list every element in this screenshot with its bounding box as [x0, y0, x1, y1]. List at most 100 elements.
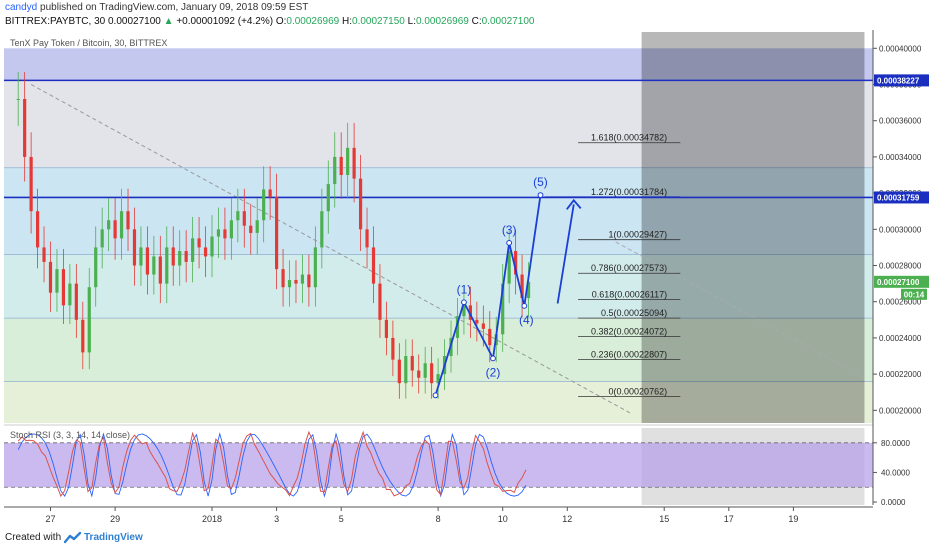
candle	[268, 189, 272, 197]
candle	[100, 229, 104, 248]
fib-label-8: 0(0.00020762)	[609, 387, 668, 397]
y-tick-label-10: 0.00020000	[879, 406, 922, 415]
candle	[281, 269, 285, 288]
candle	[74, 283, 78, 320]
candle	[365, 229, 369, 248]
candle	[152, 256, 156, 275]
candle	[378, 283, 382, 320]
x-tick-label-2: 2018	[202, 514, 222, 524]
countdown-bg	[901, 288, 927, 300]
publish-line: candyd published on TradingView.com, Jan…	[5, 2, 308, 13]
fib-label-4: 0.618(0.00026117)	[592, 290, 667, 300]
price-marker-bg-2	[874, 275, 929, 288]
fib-label-5: 0.5(0.00025094)	[601, 308, 667, 318]
candle	[501, 283, 505, 335]
candle	[404, 356, 408, 384]
change-value: +0.00001092 (+4.2%)	[176, 16, 274, 27]
candle	[391, 337, 395, 360]
fib-label-1: 1.272(0.00031784)	[591, 187, 667, 197]
tradingview-logo-icon	[64, 531, 82, 544]
wave-label-2: (2)	[486, 365, 501, 379]
trend-line	[30, 84, 633, 415]
candle	[520, 274, 524, 299]
candle	[126, 211, 130, 230]
y-tick-label-9: 0.00022000	[879, 370, 922, 379]
candle	[455, 316, 460, 338]
candle	[287, 279, 292, 288]
candle	[488, 328, 492, 346]
candle	[358, 178, 363, 230]
candle	[55, 269, 59, 293]
candle	[113, 220, 117, 239]
candle	[23, 98, 27, 157]
fib-label-7: 0.236(0.00022807)	[591, 350, 667, 360]
wave-point-4	[521, 302, 528, 309]
x-tick-label-5: 8	[436, 514, 441, 524]
candle	[48, 261, 53, 293]
candle	[320, 211, 324, 248]
fib-label-6: 0.382(0.00024072)	[591, 327, 667, 337]
created-with-label: Created with	[5, 532, 62, 543]
candle	[223, 229, 227, 239]
y-tick-label-2: 0.00036000	[879, 117, 922, 126]
x-tick-label-7: 12	[562, 514, 572, 524]
candle	[132, 229, 137, 266]
candle	[313, 247, 317, 288]
candle	[119, 211, 124, 239]
x-tick-label-8: 15	[659, 514, 669, 524]
y-tick-label-6: 0.00028000	[879, 262, 922, 271]
fib-label-2: 1(0.00029427)	[609, 230, 668, 240]
candle	[423, 363, 427, 378]
low-value: 0.00026969	[416, 16, 469, 27]
candle	[275, 196, 279, 270]
y-tick-label-8: 0.00024000	[879, 334, 922, 343]
candle	[107, 220, 111, 230]
candle	[242, 211, 246, 226]
footer: Created with TradingView	[0, 528, 932, 550]
author-link[interactable]: candyd	[5, 2, 38, 13]
publish-info: published on TradingView.com, January 09…	[40, 2, 309, 13]
x-tick-label-6: 10	[498, 514, 508, 524]
candle	[333, 156, 337, 185]
candle	[35, 211, 40, 248]
open-value: 0.00026969	[286, 16, 340, 27]
candle	[16, 98, 20, 100]
symbol-label: BITTREX:PAYBTC, 30	[5, 16, 106, 27]
candle	[410, 356, 414, 371]
close-value: 0.00027100	[481, 16, 535, 27]
y-tick-label-3: 0.00034000	[879, 153, 922, 162]
x-tick-label-9: 17	[724, 514, 734, 524]
candle	[307, 274, 311, 288]
rsi-tick-label-2: 0.0000	[881, 498, 906, 507]
fib-label-3: 0.786(0.00027573)	[591, 263, 667, 273]
candle	[417, 370, 421, 378]
price-marker-2: 0.00027100	[877, 278, 920, 287]
rsi-band	[4, 442, 873, 488]
candle	[249, 225, 253, 233]
wave-label-5: (5)	[533, 175, 548, 189]
candle	[436, 374, 440, 384]
y-tick-label-5: 0.00030000	[879, 225, 922, 234]
candle	[197, 238, 201, 248]
candle	[203, 247, 208, 257]
candle	[145, 247, 149, 275]
price-marker-1: 0.00031759	[877, 193, 920, 202]
candle	[397, 359, 401, 384]
elliott-wave	[434, 194, 542, 396]
tradingview-brand-link[interactable]: TradingView	[84, 532, 143, 543]
candle	[326, 184, 330, 212]
trend-line-future	[615, 241, 865, 379]
wave-point-2	[490, 355, 496, 362]
wave-label-4: (4)	[519, 313, 534, 327]
candle	[42, 247, 46, 262]
candle	[61, 269, 66, 306]
price-chart[interactable]: 1.618(0.00034782) 1.272(0.00031784) 1(0.00…	[0, 30, 932, 528]
price-marker-bg-0	[874, 74, 929, 87]
candle	[81, 319, 85, 353]
x-tick-label-0: 27	[45, 514, 55, 524]
high-label: H:	[342, 16, 353, 27]
chart-title: TenX Pay Token / Bitcoin, 30, BITTREX	[10, 38, 167, 48]
x-tick-label-3: 3	[274, 514, 279, 524]
x-tick-label-4: 5	[339, 514, 344, 524]
candle	[178, 251, 182, 266]
